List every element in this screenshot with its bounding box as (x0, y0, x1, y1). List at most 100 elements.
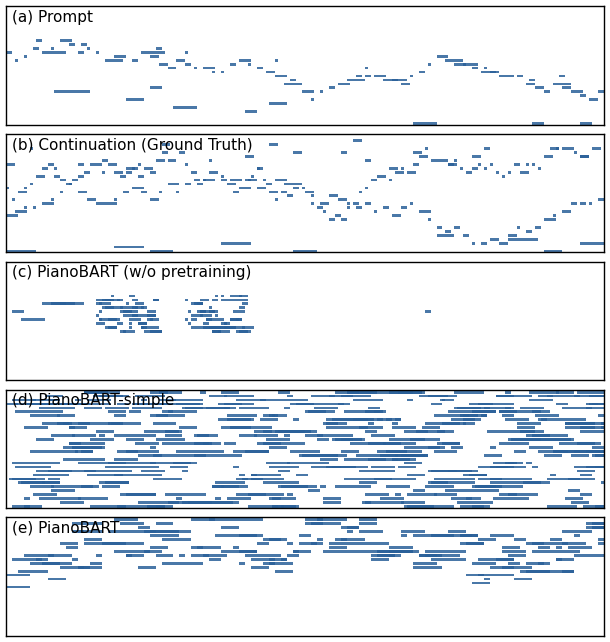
FancyBboxPatch shape (72, 523, 102, 525)
FancyBboxPatch shape (562, 530, 580, 533)
FancyBboxPatch shape (146, 330, 149, 333)
FancyBboxPatch shape (484, 167, 487, 169)
FancyBboxPatch shape (135, 306, 143, 309)
FancyBboxPatch shape (96, 438, 113, 441)
FancyBboxPatch shape (580, 202, 586, 205)
FancyBboxPatch shape (185, 182, 192, 186)
FancyBboxPatch shape (589, 395, 607, 397)
FancyBboxPatch shape (508, 74, 514, 78)
FancyBboxPatch shape (156, 505, 173, 508)
FancyBboxPatch shape (538, 167, 541, 169)
FancyBboxPatch shape (30, 182, 33, 186)
FancyBboxPatch shape (203, 322, 209, 325)
FancyBboxPatch shape (206, 326, 218, 329)
FancyBboxPatch shape (69, 442, 105, 445)
FancyBboxPatch shape (51, 47, 54, 50)
FancyBboxPatch shape (601, 422, 610, 425)
FancyBboxPatch shape (359, 191, 362, 193)
FancyBboxPatch shape (168, 534, 179, 537)
FancyBboxPatch shape (389, 550, 412, 553)
FancyBboxPatch shape (412, 454, 425, 456)
FancyBboxPatch shape (263, 538, 281, 541)
FancyBboxPatch shape (108, 318, 117, 321)
FancyBboxPatch shape (490, 446, 497, 449)
FancyBboxPatch shape (182, 501, 200, 504)
FancyBboxPatch shape (454, 406, 490, 410)
FancyBboxPatch shape (347, 391, 382, 394)
FancyBboxPatch shape (448, 530, 467, 533)
FancyBboxPatch shape (176, 403, 200, 405)
FancyBboxPatch shape (6, 403, 18, 405)
FancyBboxPatch shape (568, 147, 574, 150)
FancyBboxPatch shape (532, 434, 568, 437)
FancyBboxPatch shape (54, 450, 78, 453)
FancyBboxPatch shape (239, 59, 251, 62)
FancyBboxPatch shape (392, 422, 398, 425)
FancyBboxPatch shape (562, 542, 586, 545)
FancyBboxPatch shape (126, 450, 138, 453)
FancyBboxPatch shape (580, 155, 589, 158)
FancyBboxPatch shape (215, 318, 224, 321)
FancyBboxPatch shape (242, 478, 284, 480)
FancyBboxPatch shape (162, 151, 168, 154)
FancyBboxPatch shape (48, 482, 60, 484)
FancyBboxPatch shape (458, 501, 493, 504)
FancyBboxPatch shape (377, 419, 382, 421)
FancyBboxPatch shape (389, 546, 412, 549)
FancyBboxPatch shape (239, 406, 269, 410)
FancyBboxPatch shape (368, 458, 398, 460)
FancyBboxPatch shape (18, 482, 60, 484)
FancyBboxPatch shape (401, 534, 407, 537)
FancyBboxPatch shape (407, 171, 415, 173)
FancyBboxPatch shape (138, 454, 162, 456)
FancyBboxPatch shape (478, 163, 481, 166)
FancyBboxPatch shape (389, 391, 425, 394)
FancyBboxPatch shape (78, 530, 102, 533)
FancyBboxPatch shape (511, 438, 541, 441)
FancyBboxPatch shape (565, 497, 583, 500)
FancyBboxPatch shape (224, 403, 254, 405)
FancyBboxPatch shape (299, 182, 302, 186)
FancyBboxPatch shape (81, 450, 93, 453)
FancyBboxPatch shape (526, 230, 532, 232)
FancyBboxPatch shape (224, 326, 236, 329)
FancyBboxPatch shape (344, 458, 386, 460)
FancyBboxPatch shape (365, 501, 371, 504)
FancyBboxPatch shape (48, 578, 66, 580)
FancyBboxPatch shape (497, 465, 526, 469)
FancyBboxPatch shape (215, 534, 233, 537)
FancyBboxPatch shape (382, 78, 407, 82)
FancyBboxPatch shape (454, 391, 484, 394)
FancyBboxPatch shape (168, 410, 173, 413)
FancyBboxPatch shape (162, 442, 168, 445)
FancyBboxPatch shape (392, 78, 398, 82)
FancyBboxPatch shape (398, 391, 422, 394)
FancyBboxPatch shape (176, 191, 179, 193)
FancyBboxPatch shape (129, 295, 135, 297)
FancyBboxPatch shape (401, 501, 425, 504)
FancyBboxPatch shape (404, 462, 422, 465)
FancyBboxPatch shape (209, 306, 212, 309)
FancyBboxPatch shape (284, 406, 290, 410)
FancyBboxPatch shape (60, 178, 66, 182)
FancyBboxPatch shape (6, 187, 9, 189)
FancyBboxPatch shape (60, 566, 84, 569)
FancyBboxPatch shape (586, 406, 610, 410)
FancyBboxPatch shape (398, 465, 415, 469)
FancyBboxPatch shape (228, 182, 236, 186)
FancyBboxPatch shape (356, 206, 362, 209)
FancyBboxPatch shape (437, 234, 454, 237)
FancyBboxPatch shape (138, 526, 149, 529)
FancyBboxPatch shape (39, 497, 81, 500)
FancyBboxPatch shape (84, 538, 102, 541)
FancyBboxPatch shape (233, 465, 239, 469)
FancyBboxPatch shape (192, 501, 198, 504)
FancyBboxPatch shape (132, 299, 138, 301)
FancyBboxPatch shape (149, 55, 159, 58)
FancyBboxPatch shape (562, 87, 571, 89)
FancyBboxPatch shape (156, 47, 162, 50)
FancyBboxPatch shape (6, 574, 30, 577)
FancyBboxPatch shape (451, 497, 481, 500)
FancyBboxPatch shape (33, 47, 39, 50)
FancyBboxPatch shape (472, 410, 497, 413)
